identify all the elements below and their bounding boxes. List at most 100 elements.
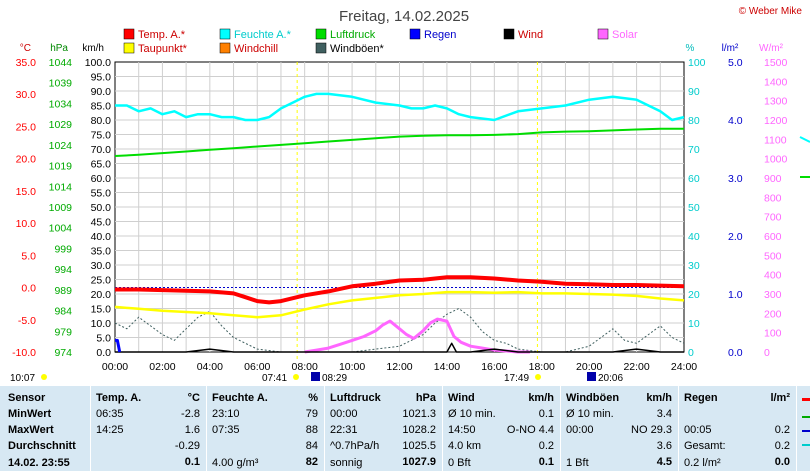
legend-swatch <box>597 28 609 40</box>
pressure-row-label: ^0.7hPa/h <box>330 440 380 452</box>
temp-tick-label: 0.0 <box>21 283 36 295</box>
col-separator <box>678 386 679 471</box>
solar-tick-label: 800 <box>764 192 782 204</box>
rain-current-value: 0.0 <box>774 456 790 468</box>
x-tick-label: 14:00 <box>434 361 460 373</box>
rain-unit: l/m² <box>770 392 790 404</box>
temp-current-value: 0.1 <box>184 456 200 468</box>
solar-tick-label: 700 <box>764 212 782 224</box>
rain-unit-label: l/m² <box>722 43 739 54</box>
solar-tick-label: 400 <box>764 270 782 282</box>
moonrise-moon-icon <box>587 372 596 381</box>
pressure-tick-label: 1019 <box>49 161 73 173</box>
chart-title: Freitag, 14.02.2025 <box>339 8 469 25</box>
pct-unit-label: % <box>686 43 695 54</box>
col-separator <box>560 386 561 471</box>
solar-tick-label: 1300 <box>764 96 788 108</box>
series-line-feuchte-a <box>115 92 685 122</box>
humidity-tick-label: 20 <box>688 289 700 301</box>
moonset-moon-icon <box>311 372 320 381</box>
wind-tick-label: 100.0 <box>85 57 111 69</box>
wind-tick-label: 80.0 <box>91 115 112 127</box>
legend-label: Wind <box>518 29 543 41</box>
pressure-tick-label: 1004 <box>49 223 73 235</box>
wind-tick-label: 65.0 <box>91 159 112 171</box>
solar-tick-label: 500 <box>764 250 782 262</box>
humidity-tick-label: 30 <box>688 260 700 272</box>
wind-tick-label: 5.0 <box>96 333 111 345</box>
sun-moon-events: 10:07 07:41 08:29 17:49 20:06 <box>10 372 623 384</box>
wind-row-label: 4.0 km <box>448 440 482 452</box>
rain-current-extra: 0.2 l/m² <box>684 457 721 469</box>
humidity-tick-label: 10 <box>688 318 700 330</box>
series-line-wind <box>115 342 684 353</box>
wind-unit: km/h <box>528 392 554 404</box>
solar-tick-label: 600 <box>764 231 782 243</box>
temp-unit-label: °C <box>20 43 31 54</box>
wind-tick-label: 45.0 <box>91 217 112 229</box>
wind-tick-label: 55.0 <box>91 188 112 200</box>
wind-tick-label: 30.0 <box>91 260 112 272</box>
legend-label: Regen <box>424 29 456 41</box>
humidity-tick-label: 70 <box>688 144 700 156</box>
temp-tick-label: 30.0 <box>16 89 37 101</box>
edge-marker-blue <box>802 430 810 432</box>
humidity-current-value: 82 <box>305 456 318 468</box>
rain-tick-label: 1.0 <box>728 289 743 301</box>
kmh-unit-label: km/h <box>82 43 104 54</box>
legend-label: Windchill <box>234 43 278 55</box>
statistics-table: Sensor MinWert MaxWert Durchschnitt 14.0… <box>0 386 810 471</box>
wind-current-extra: 0 Bft <box>448 457 471 469</box>
daylength-sun-icon <box>41 374 47 380</box>
series-line-luftdruck <box>114 127 684 157</box>
hpa-unit-label: hPa <box>50 43 68 54</box>
humidity-tick-label: 100 <box>688 57 706 69</box>
solar-unit-label: W/m² <box>759 43 784 54</box>
temp-row-label: 06:35 <box>96 408 124 420</box>
legend-label: Temp. A.* <box>138 29 186 41</box>
temp-tick-label: 15.0 <box>16 186 37 198</box>
humidity-row-label: 23:10 <box>212 408 240 420</box>
x-tick-label: 04:00 <box>197 361 223 373</box>
timestamp-label: 14.02. 23:55 <box>8 457 70 469</box>
pressure-tick-label: 1014 <box>49 181 73 193</box>
x-tick-label: 16:00 <box>481 361 507 373</box>
sunset-sun-icon <box>535 374 541 380</box>
humidity-row-value: 84 <box>305 440 318 452</box>
humidity-tick-label: 0 <box>688 347 694 359</box>
wind-tick-label: 15.0 <box>91 304 112 316</box>
x-tick-label: 06:00 <box>244 361 270 373</box>
solar-tick-label: 1100 <box>764 134 787 146</box>
wind-tick-label: 40.0 <box>91 231 112 243</box>
legend-swatch <box>219 42 231 54</box>
rain-tick-label: 3.0 <box>728 173 743 185</box>
humidity-row-value: 79 <box>305 408 318 420</box>
legend-swatch <box>315 28 327 40</box>
pressure-tick-label: 994 <box>54 264 72 276</box>
rain-row-value: 0.2 <box>774 424 790 436</box>
x-tick-label: 20:00 <box>576 361 602 373</box>
pressure-row-label: 22:31 <box>330 424 358 436</box>
pressure-tick-label: 989 <box>54 285 72 297</box>
sensor-header: Sensor <box>8 392 46 404</box>
humidity-tick-label: 50 <box>688 202 700 214</box>
legend-swatch <box>219 28 231 40</box>
temp-tick-label: -5.0 <box>18 315 36 327</box>
solar-tick-label: 100 <box>764 328 782 340</box>
solar-tick-label: 1400 <box>764 76 788 88</box>
durchschnitt-label: Durchschnitt <box>8 440 76 452</box>
right-edge-markers <box>799 136 810 178</box>
legend: Temp. A.* Feuchte A.* Luftdruck Regen Wind So… <box>123 28 638 55</box>
legend-swatch <box>123 28 135 40</box>
legend-label: Luftdruck <box>330 29 376 41</box>
temp-row-value: 1.6 <box>184 424 200 436</box>
minwert-label: MinWert <box>8 408 52 420</box>
plot-area: 35.0 30.0 25.0 20.0 15.0 10.0 5.0 0.0 -5.0 -10.0 1… <box>12 57 787 373</box>
pressure-tick-label: 984 <box>54 306 72 318</box>
wind-row-label: 14:50 <box>448 424 476 436</box>
pressure-current-value: 1027.9 <box>402 456 436 468</box>
gust-row-label: 00:00 <box>566 424 594 436</box>
x-tick-label: 00:00 <box>102 361 128 373</box>
series-line-solar <box>304 317 530 354</box>
edge-marker-red <box>802 398 810 401</box>
